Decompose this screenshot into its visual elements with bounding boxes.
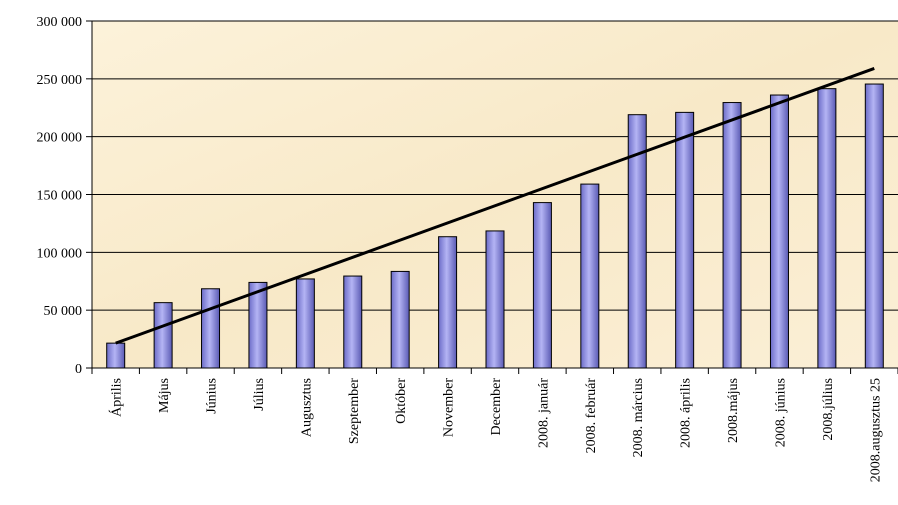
- y-axis-ticks: 0 50 000 100 000 150 000 200 000 250 000 300 0…: [37, 15, 92, 377]
- bar: [675, 111, 695, 369]
- trend-line: [115, 67, 875, 345]
- x-tick-label: 2008. június: [773, 378, 788, 447]
- y-tick-label: 150 000: [37, 189, 83, 204]
- x-tick-label: 2008. március: [631, 378, 646, 457]
- x-tick-label: Április: [108, 378, 125, 417]
- bar: [390, 270, 410, 369]
- bar: [106, 342, 126, 369]
- x-tick-label: December: [489, 378, 504, 436]
- y-tick-label: 0: [75, 362, 82, 377]
- bar: [343, 275, 363, 369]
- x-tick-label: 2008.július: [821, 378, 836, 441]
- bar: [485, 230, 505, 369]
- x-tick-label: 2008.május: [726, 378, 741, 443]
- bar: [201, 288, 221, 369]
- bars: [106, 83, 884, 369]
- x-tick-label: Július: [252, 378, 267, 411]
- x-tick-label: Október: [394, 378, 409, 424]
- bar: [817, 88, 837, 369]
- bar: [769, 94, 789, 369]
- x-tick-label: 2008. február: [584, 378, 599, 454]
- y-tick-label: 300 000: [37, 15, 83, 30]
- x-tick-label: Szeptember: [347, 378, 362, 444]
- x-tick-label: 2008. április: [679, 378, 694, 448]
- x-tick-label: November: [442, 378, 457, 437]
- x-axis-ticks: Április Május Június Július Augusztus Szeptem…: [91, 368, 898, 482]
- x-tick-label: Május: [157, 378, 172, 413]
- y-tick-label: 200 000: [37, 131, 83, 146]
- y-tick-label: 100 000: [37, 246, 83, 261]
- y-tick-label: 250 000: [37, 73, 83, 88]
- bar: [864, 83, 884, 369]
- x-tick-label: Június: [205, 378, 220, 414]
- bar: [438, 236, 458, 369]
- x-tick-label: 2008. január: [536, 378, 551, 448]
- x-tick-label: 2008.augusztus 25: [868, 378, 883, 482]
- bar: [295, 278, 315, 369]
- bar: [153, 302, 173, 369]
- y-tick-label: 50 000: [44, 304, 83, 319]
- bar: [532, 202, 552, 369]
- bar: [580, 183, 600, 369]
- bar: [722, 102, 742, 369]
- x-tick-label: Augusztus: [299, 378, 314, 437]
